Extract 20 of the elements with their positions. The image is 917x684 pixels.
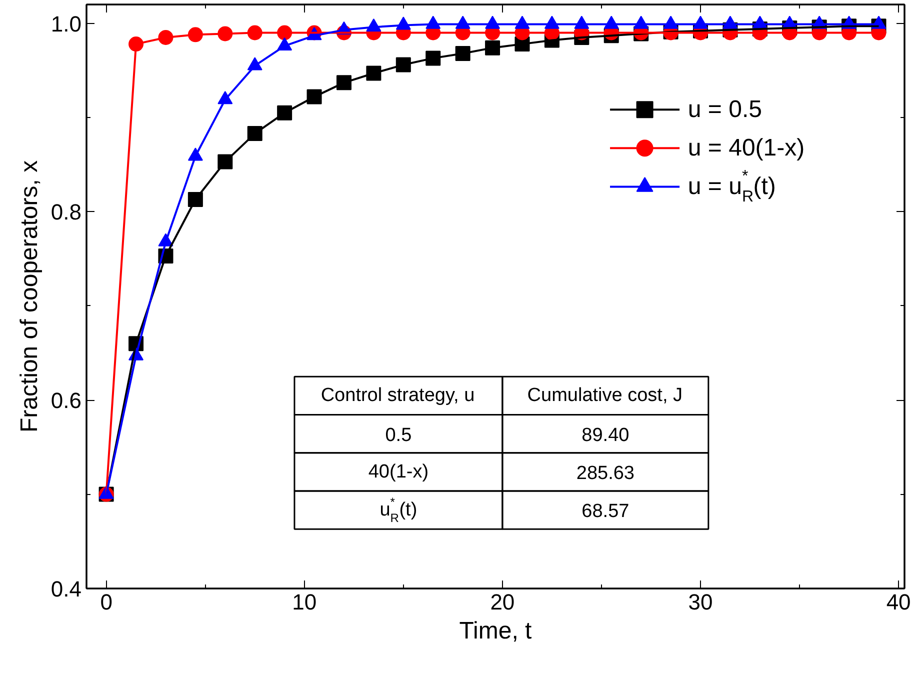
- x-tick-label: 30: [688, 590, 713, 614]
- annotation: 0.5: [385, 424, 412, 446]
- y-axis-title: Fraction of cooperators, x: [16, 160, 43, 433]
- x-tick-label: 10: [292, 590, 317, 614]
- legend-label: u = 0.5: [688, 96, 762, 124]
- annotation: 285.63: [576, 462, 634, 484]
- y-tick-label: 0.8: [50, 200, 82, 225]
- annotation: 40(1-x): [368, 461, 429, 482]
- x-tick-label: 40: [886, 590, 911, 614]
- annotation: Control strategy, u: [320, 385, 475, 406]
- annotation: 89.40: [582, 424, 630, 446]
- x-axis-title: Time, t: [459, 618, 532, 644]
- y-tick-label: 1.0: [50, 11, 82, 36]
- y-tick-label: 0.6: [50, 388, 82, 414]
- x-tick-label: 20: [490, 590, 515, 614]
- annotation: Cumulative cost, J: [527, 385, 683, 406]
- legend-label: u = 40(1-x): [688, 134, 805, 162]
- y-tick-label: 0.4: [50, 576, 82, 602]
- x-tick-label: 0: [100, 590, 112, 614]
- annotation: 68.57: [582, 501, 630, 522]
